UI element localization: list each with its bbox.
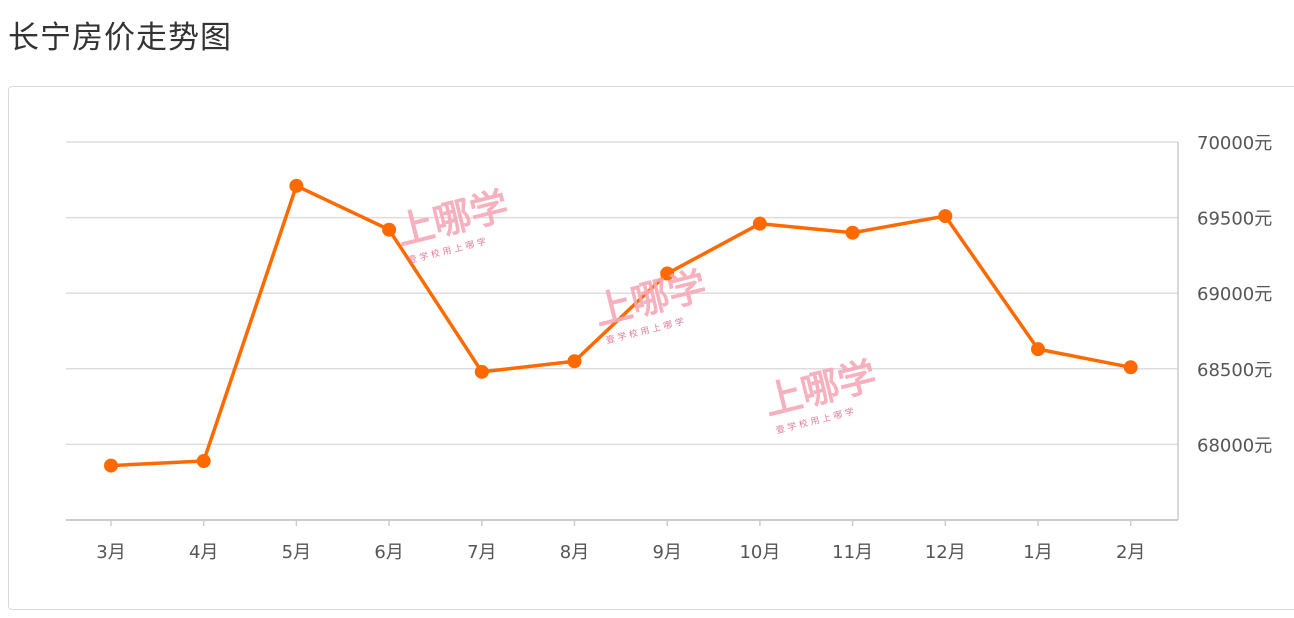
data-point — [474, 364, 489, 379]
y-tick-label: 68500元 — [1197, 360, 1272, 381]
x-tick-label: 6月 — [374, 542, 403, 563]
x-tick-label: 2月 — [1116, 542, 1145, 563]
x-tick-labels: 3月 4月 5月 6月 7月 8月 9月 10月 11月 12月 1月 2月 — [96, 542, 1145, 563]
data-point — [289, 178, 304, 193]
data-point — [845, 225, 860, 240]
axes — [66, 142, 1179, 526]
chart-card — [8, 86, 1294, 610]
series-line — [110, 184, 1132, 468]
x-tick-label: 9月 — [652, 542, 681, 563]
data-point — [567, 354, 582, 369]
data-point — [382, 222, 397, 237]
page-title: 长宁房价走势图 — [8, 20, 232, 56]
y-tick-label: 68000元 — [1197, 435, 1272, 456]
x-tick-label: 1月 — [1023, 542, 1052, 563]
y-tick-label: 69500元 — [1197, 209, 1272, 230]
data-point — [660, 266, 675, 281]
x-tick-label: 5月 — [282, 542, 311, 563]
data-point — [1123, 360, 1138, 375]
watermark-main: 上哪学 — [392, 183, 513, 253]
x-tick-label: 8月 — [560, 542, 589, 563]
grid-lines — [66, 141, 1178, 446]
data-point — [104, 458, 118, 473]
y-tick-label: 70000元 — [1197, 133, 1272, 154]
y-tick-label: 69000元 — [1197, 284, 1272, 305]
x-tick-label: 10月 — [739, 542, 780, 563]
x-tick-label: 3月 — [96, 542, 125, 563]
series — [104, 178, 1138, 473]
x-tick-label: 7月 — [467, 542, 496, 563]
data-point — [752, 216, 767, 231]
x-tick-label: 4月 — [189, 542, 218, 563]
x-tick-label: 12月 — [925, 542, 966, 563]
watermark-main: 上哪学 — [760, 353, 881, 423]
data-point — [1031, 342, 1045, 357]
data-point — [196, 454, 211, 469]
watermark-main: 上哪学 — [590, 263, 711, 333]
x-tick-label: 11月 — [832, 542, 873, 563]
data-point — [938, 209, 953, 224]
y-tick-labels: 68000元 68500元 69000元 69500元 70000元 — [1197, 133, 1272, 456]
